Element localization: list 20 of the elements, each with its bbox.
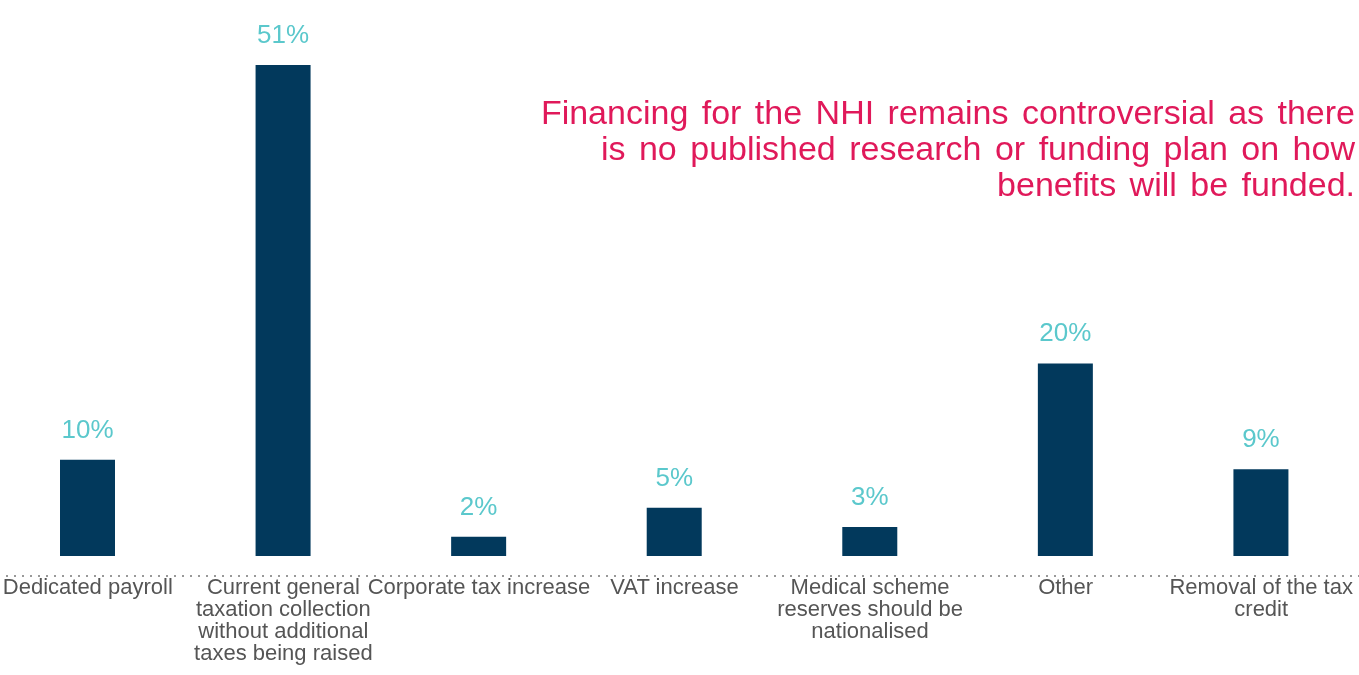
data-label: 10% xyxy=(61,413,114,444)
x-tick-label: Removal of the tax credit xyxy=(1169,574,1353,621)
bar xyxy=(842,527,898,556)
data-label: 5% xyxy=(655,461,693,492)
x-tick-label: Dedicated payroll xyxy=(2,574,173,599)
bar xyxy=(60,459,115,556)
bar xyxy=(646,507,702,556)
bar xyxy=(451,536,507,556)
data-label: 9% xyxy=(1242,423,1280,454)
x-tick-label: Medical scheme reserves should be nationalised xyxy=(777,574,964,643)
x-tick-label: VAT increase xyxy=(610,574,739,599)
data-label: 2% xyxy=(459,490,498,521)
data-label: 3% xyxy=(851,481,889,512)
data-label: 20% xyxy=(1039,317,1092,348)
bar xyxy=(1233,469,1289,556)
bar xyxy=(1037,363,1093,556)
x-tick-label: Other xyxy=(1038,574,1094,599)
data-label: 51% xyxy=(257,19,310,49)
annotation: Financing for the NHI remains controversial as there is no published research or funding plan on how benefits will be funded. xyxy=(539,93,1355,203)
bar xyxy=(255,65,311,556)
